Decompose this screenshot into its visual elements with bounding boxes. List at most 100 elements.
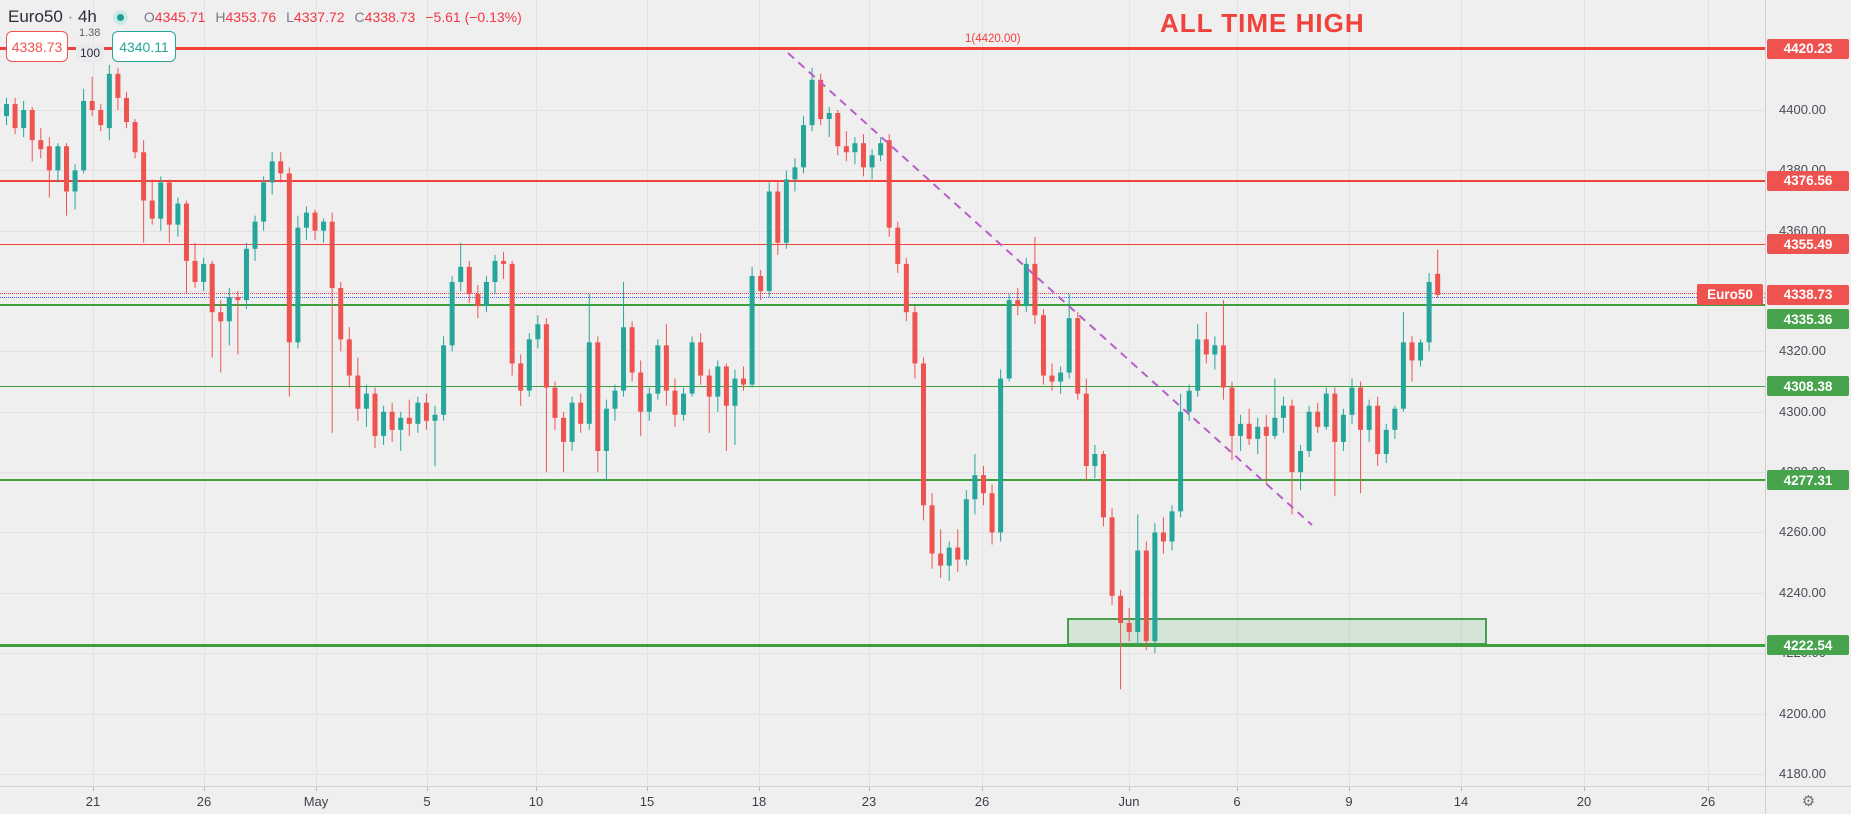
- gridline-vertical: [1461, 0, 1462, 786]
- line-price-label: 1(4420.00): [965, 33, 1021, 45]
- candle-8: [72, 164, 78, 210]
- resistance-line-4376.56[interactable]: [0, 179, 1765, 182]
- candle-163: [1400, 312, 1406, 412]
- time-tick-10: 10: [528, 794, 544, 809]
- time-tick-mark: [647, 787, 648, 791]
- candle-145: [1246, 408, 1252, 445]
- candle-50: [432, 405, 438, 467]
- symbol-title[interactable]: Euro50 · 4h: [8, 7, 97, 26]
- gridline-vertical: [204, 0, 205, 786]
- support-line-4222.54[interactable]: [0, 643, 1765, 647]
- price-label-4277.31: 4277.31: [1767, 470, 1849, 491]
- last-price-dotted-line[interactable]: [0, 293, 1765, 295]
- time-tick-6: 6: [1233, 794, 1241, 809]
- candle-53: [458, 242, 464, 292]
- candle-24: [209, 260, 215, 358]
- candle-117: [1006, 294, 1012, 382]
- gear-icon[interactable]: ⚙: [1801, 792, 1816, 810]
- support-line-4277.31[interactable]: [0, 479, 1765, 481]
- candle-51: [441, 336, 447, 421]
- candle-150: [1289, 399, 1295, 515]
- candle-57: [492, 254, 498, 295]
- time-tick-26: 26: [974, 794, 990, 809]
- support-line-4335.36[interactable]: [0, 304, 1765, 306]
- candle-116: [998, 369, 1004, 542]
- candle-106: [912, 306, 918, 379]
- gridline-vertical: [869, 0, 870, 786]
- time-tick-mark: [1349, 787, 1350, 791]
- candle-29: [252, 215, 258, 261]
- candle-128: [1100, 450, 1106, 527]
- candle-45: [389, 402, 395, 442]
- time-tick-23: 23: [861, 794, 877, 809]
- candle-41: [355, 357, 361, 421]
- candle-80: [689, 336, 695, 397]
- gridline-vertical: [316, 0, 317, 786]
- candlestick-chart[interactable]: [0, 0, 1765, 786]
- candle-44: [381, 405, 387, 445]
- time-axis[interactable]: 21 26 May 5 10 15 18 23 26 Jun 6 9 14 20 26: [0, 786, 1765, 814]
- time-tick-mark: [427, 787, 428, 791]
- descending-trendline[interactable]: [787, 52, 1313, 526]
- alert-dotted-line[interactable]: [0, 297, 1765, 299]
- candle-47: [406, 399, 412, 436]
- time-tick-mark: [204, 787, 205, 791]
- candle-81: [698, 333, 704, 385]
- gridline-vertical: [1708, 0, 1709, 786]
- candle-158: [1358, 381, 1364, 494]
- price-tick-4300.00: 4300.00: [1779, 403, 1826, 419]
- price-label-4355.49: 4355.49: [1767, 234, 1849, 255]
- high-value: 4353.76: [225, 9, 277, 25]
- candle-104: [895, 221, 901, 273]
- candle-37: [321, 218, 327, 243]
- candle-151: [1298, 444, 1304, 491]
- candle-101: [869, 149, 875, 180]
- candle-141: [1212, 336, 1218, 370]
- market-status-icon[interactable]: [112, 9, 128, 25]
- candle-155: [1332, 387, 1338, 497]
- candle-59: [509, 260, 515, 376]
- price-alert-box-red[interactable]: 4338.73: [6, 31, 68, 62]
- candle-105: [903, 257, 909, 322]
- price-label-4335.36: 4335.36: [1767, 309, 1849, 330]
- price-alert-box-teal[interactable]: 4340.11: [112, 31, 176, 62]
- candle-88: [758, 269, 764, 301]
- candle-160: [1375, 396, 1381, 467]
- candle-12: [106, 64, 112, 141]
- candle-72: [621, 281, 627, 397]
- symbol-price-tag: Euro50: [1697, 284, 1763, 306]
- candle-87: [749, 266, 755, 388]
- candle-76: [655, 339, 661, 400]
- axis-settings-corner[interactable]: ⚙: [1765, 786, 1851, 814]
- candle-139: [1195, 324, 1201, 397]
- candle-67: [578, 393, 584, 433]
- time-tick-21: 21: [85, 794, 101, 809]
- time-tick-18: 18: [751, 794, 767, 809]
- price-label-4376.56: 4376.56: [1767, 170, 1849, 191]
- candle-11: [98, 103, 104, 132]
- support-line-4308.38[interactable]: [0, 385, 1765, 388]
- candle-60: [518, 354, 524, 406]
- candle-115: [989, 484, 995, 545]
- candle-129: [1109, 508, 1115, 605]
- open-value: 4345.71: [154, 9, 206, 25]
- candle-92: [792, 158, 798, 192]
- candle-52: [449, 275, 455, 352]
- candle-133: [1143, 541, 1149, 651]
- resistance-line-4355.49[interactable]: [0, 243, 1765, 246]
- candle-97: [835, 110, 841, 156]
- price-axis[interactable]: 4400.004380.004360.004340.004320.004300.…: [1765, 0, 1851, 786]
- time-tick-26: 26: [196, 794, 212, 809]
- candle-64: [552, 381, 558, 430]
- time-tick-26: 26: [1700, 794, 1716, 809]
- ohlc-values: O4345.71 H4353.76 L4337.72 C4338.73 −5.6…: [143, 9, 522, 25]
- time-tick-mark: [1237, 787, 1238, 791]
- candle-28: [243, 242, 249, 310]
- candle-123: [1058, 366, 1064, 394]
- candle-35: [303, 206, 309, 240]
- price-label-4338.73: 4338.73: [1767, 284, 1849, 305]
- candle-127: [1092, 444, 1098, 479]
- candle-16: [141, 140, 147, 243]
- resistance-line-4420.23[interactable]: [0, 47, 1765, 51]
- candle-75: [646, 387, 652, 421]
